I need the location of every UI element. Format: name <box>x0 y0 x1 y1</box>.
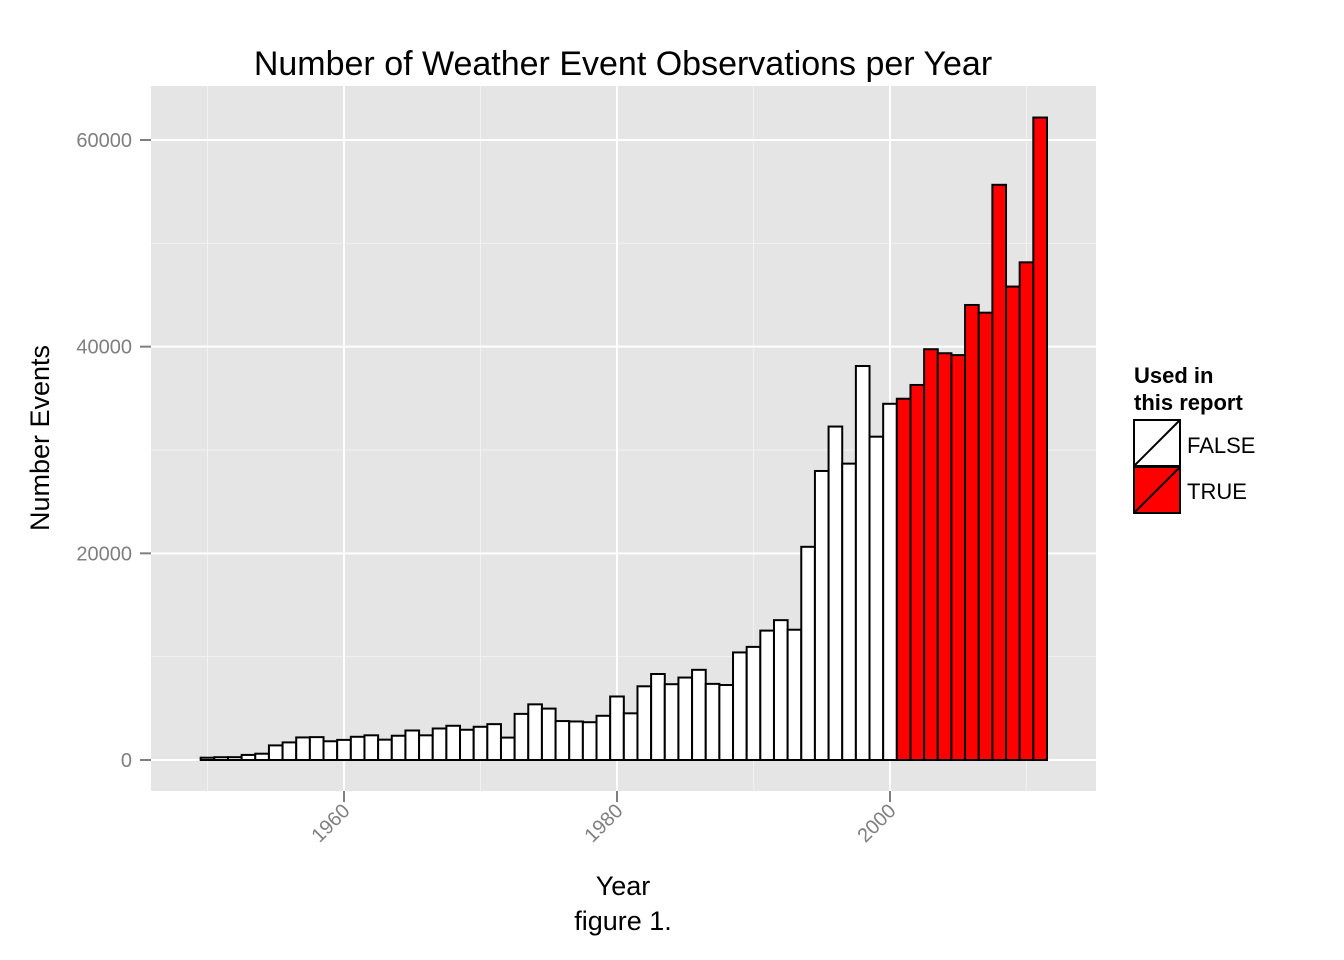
bar-1989 <box>732 651 748 761</box>
bar-1986 <box>691 668 707 762</box>
bar-2000 <box>882 402 898 761</box>
y-tick-label: 40000 <box>76 337 132 359</box>
bar-1976 <box>554 720 571 762</box>
bar-1970 <box>472 725 489 761</box>
bar-1991 <box>759 629 775 762</box>
bar-1977 <box>568 720 584 762</box>
x-axis-title: Year <box>596 871 651 901</box>
bar-1954 <box>254 752 270 761</box>
bar-1966 <box>418 734 434 761</box>
legend-label-false: FALSE <box>1187 433 1255 458</box>
bar-1999 <box>868 435 885 761</box>
bar-2001 <box>895 397 912 761</box>
legend-title-line-1: Used in <box>1134 363 1213 388</box>
bar-1997 <box>841 462 857 761</box>
y-tick-label: 20000 <box>76 543 132 565</box>
bar-2007 <box>977 311 994 761</box>
figure-caption: figure 1. <box>574 906 672 936</box>
bar-1993 <box>786 628 803 761</box>
bar-1955 <box>267 744 284 761</box>
legend-key-false-slash <box>1133 419 1181 467</box>
bar-2006 <box>964 303 980 761</box>
bar-1964 <box>390 734 407 761</box>
bar-2010 <box>1018 261 1035 761</box>
bar-2008 <box>991 183 1008 761</box>
bar-2002 <box>909 383 926 761</box>
bar-1979 <box>595 714 612 762</box>
bar-1972 <box>499 736 516 762</box>
bar-1965 <box>404 729 421 762</box>
bar-1957 <box>295 736 311 762</box>
legend-key-true-slash <box>1133 466 1181 514</box>
bar-1992 <box>772 619 789 762</box>
bar-2003 <box>923 348 939 761</box>
y-tick-label: 60000 <box>76 130 132 152</box>
bar-1963 <box>377 738 393 762</box>
y-tick-label: 0 <box>121 750 132 772</box>
bar-1996 <box>827 425 844 761</box>
bars-group <box>199 116 1048 762</box>
x-tick-label: 1960 <box>308 800 355 847</box>
y-axis: 0 20000 40000 60000 <box>76 130 151 772</box>
bar-1980 <box>609 695 625 761</box>
bar-1961 <box>349 735 366 761</box>
x-axis: 1960 1980 2000 <box>308 791 901 847</box>
legend-item-true: TRUE <box>1133 466 1247 514</box>
chart-title: Number of Weather Event Observations per… <box>254 45 992 83</box>
bar-1998 <box>854 365 871 761</box>
legend-item-false: FALSE <box>1133 419 1255 467</box>
bar-1959 <box>322 740 339 762</box>
bar-1985 <box>677 676 694 762</box>
bar-1987 <box>704 682 721 761</box>
y-axis-title: Number Events <box>25 345 55 531</box>
bar-1990 <box>745 645 762 762</box>
bar-1983 <box>650 673 666 761</box>
bar-1995 <box>813 469 830 761</box>
bar-1951 <box>213 756 229 762</box>
bar-1968 <box>445 724 462 761</box>
bar-2004 <box>936 352 953 761</box>
bar-1967 <box>431 727 448 761</box>
bar-2009 <box>1005 285 1021 761</box>
bar-1975 <box>540 707 557 762</box>
bar-1981 <box>622 712 639 762</box>
bar-1973 <box>513 712 530 761</box>
bar-1994 <box>800 545 816 761</box>
x-tick-label: 1980 <box>581 800 628 847</box>
x-tick-label: 2000 <box>854 800 901 847</box>
bar-2011 <box>1032 116 1048 761</box>
bar-1988 <box>718 684 735 761</box>
bar-1953 <box>240 753 257 762</box>
bar-2005 <box>950 354 967 761</box>
bar-1974 <box>527 703 543 761</box>
bar-1950 <box>199 756 216 762</box>
bar-1960 <box>336 738 352 762</box>
bar-1978 <box>581 721 598 761</box>
legend-label-true: TRUE <box>1187 479 1247 504</box>
legend-title-line-2: this report <box>1134 390 1243 415</box>
bar-1958 <box>308 736 325 761</box>
bar-1969 <box>459 728 475 761</box>
legend: Used in this report FALSE TRUE <box>1133 363 1255 514</box>
bar-1971 <box>486 723 502 761</box>
bar-1984 <box>663 683 680 762</box>
bar-1962 <box>363 734 380 761</box>
bar-1982 <box>636 685 653 762</box>
bar-1956 <box>281 741 298 762</box>
bar-1952 <box>226 756 243 761</box>
